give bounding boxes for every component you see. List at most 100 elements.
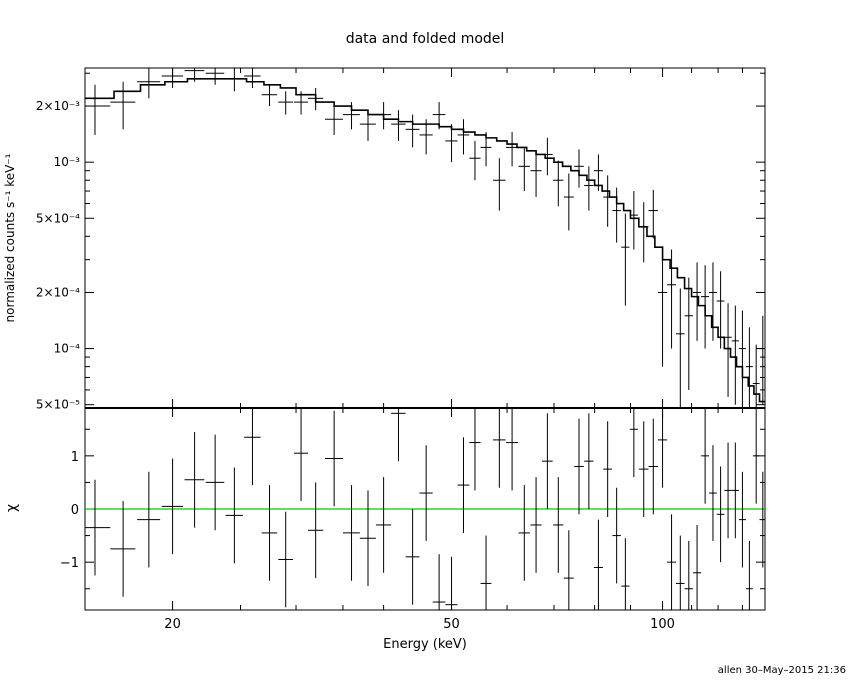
- data-point: [469, 140, 481, 181]
- residual-point: [648, 418, 658, 515]
- residual-point: [675, 535, 685, 610]
- data-point: [621, 213, 630, 306]
- bottom-ylabel: χ: [4, 504, 20, 512]
- data-point: [480, 132, 492, 167]
- footer-stamp: allen 30–May–2015 21:36: [718, 665, 846, 676]
- residual-point: [391, 408, 406, 462]
- residual-point: [225, 467, 243, 564]
- residual-point: [480, 535, 492, 610]
- data-point: [716, 271, 725, 349]
- residual-point: [759, 471, 765, 568]
- residual-point: [342, 485, 360, 581]
- residual-point: [553, 477, 564, 573]
- chart-title: data and folded model: [346, 31, 505, 47]
- residual-point: [752, 408, 760, 504]
- residual-point: [593, 519, 603, 610]
- data-point: [584, 166, 594, 211]
- data-point: [359, 110, 376, 141]
- data-point: [85, 84, 111, 135]
- data-point: [542, 137, 553, 176]
- data-point: [593, 154, 603, 192]
- data-point: [709, 262, 717, 341]
- x-tick-label: 50: [443, 617, 460, 632]
- residual-point: [731, 442, 739, 539]
- y-tick-label: 5×10⁻⁴: [36, 211, 80, 225]
- bottom-panel: 20 50 100 −1 0 1: [60, 407, 766, 632]
- residual-point: [667, 514, 676, 610]
- data-point: [752, 344, 760, 408]
- data-point: [225, 68, 243, 92]
- residual-point: [716, 466, 725, 563]
- data-point: [657, 254, 668, 367]
- residual-point: [709, 445, 717, 541]
- data-point: [667, 249, 676, 349]
- residual-point: [359, 490, 376, 587]
- residual-point: [629, 408, 638, 478]
- y-tick-label: 10⁻⁴: [54, 342, 81, 356]
- y-tick-label: −1: [60, 556, 79, 571]
- data-point: [325, 106, 343, 135]
- data-point: [530, 150, 542, 198]
- data-point: [638, 202, 649, 263]
- data-point: [391, 110, 406, 141]
- residual-point: [574, 418, 584, 515]
- y-tick-label: 2×10⁻⁴: [36, 285, 80, 299]
- data-point: [629, 191, 638, 250]
- residual-point: [293, 408, 308, 502]
- data-point: [701, 265, 710, 349]
- data-point: [518, 147, 531, 192]
- residual-point: [603, 421, 613, 517]
- data-point: [692, 262, 702, 341]
- residual-point: [278, 511, 293, 608]
- data-point: [506, 132, 519, 167]
- data-point: [457, 119, 470, 155]
- y-tick-label: 10⁻³: [54, 155, 81, 169]
- top-panel: 5×10⁻⁵ 10⁻⁴ 2×10⁻⁴ 5×10⁻⁴ 10⁻³ 2×10⁻³: [36, 67, 766, 412]
- residual-point: [738, 471, 746, 568]
- residual-point: [184, 431, 205, 528]
- residual-point: [405, 509, 420, 605]
- data-point: [137, 68, 161, 99]
- x-tick-label: 100: [650, 617, 675, 632]
- data-point: [419, 119, 433, 155]
- residual-point: [638, 421, 649, 517]
- data-point: [307, 87, 324, 111]
- residual-point: [518, 485, 531, 581]
- top-ylabel: normalized counts s⁻¹ keV⁻¹: [3, 153, 17, 322]
- data-point: [405, 114, 420, 148]
- data-point: [278, 91, 293, 115]
- data-point: [724, 303, 732, 397]
- data-point: [261, 84, 278, 107]
- data-point: [574, 149, 584, 188]
- data-point: [745, 327, 753, 408]
- residual-point: [161, 458, 184, 555]
- data-point: [675, 288, 685, 408]
- residual-point: [745, 540, 753, 610]
- residual-point: [621, 538, 630, 610]
- data-point: [553, 160, 564, 207]
- data-point: [731, 305, 739, 405]
- residual-point: [584, 413, 594, 509]
- data-point: [445, 124, 458, 163]
- residual-point: [205, 434, 225, 531]
- data-point: [184, 68, 205, 82]
- residual-point: [692, 524, 702, 610]
- data-point: [244, 68, 261, 88]
- residual-point: [110, 501, 136, 597]
- residual-point: [612, 487, 621, 584]
- data-point: [612, 187, 621, 243]
- residual-point: [244, 408, 261, 486]
- data-point: [759, 315, 765, 405]
- data-point: [375, 102, 392, 130]
- data-point: [563, 173, 574, 231]
- data-point: [161, 68, 184, 88]
- residual-point: [493, 408, 506, 488]
- y-tick-label: 2×10⁻³: [36, 99, 80, 113]
- residual-point: [469, 408, 481, 491]
- data-point: [493, 158, 506, 211]
- residual-point: [432, 554, 446, 610]
- residual-point: [530, 477, 542, 573]
- residual-point: [542, 413, 553, 509]
- residual-point: [261, 485, 278, 581]
